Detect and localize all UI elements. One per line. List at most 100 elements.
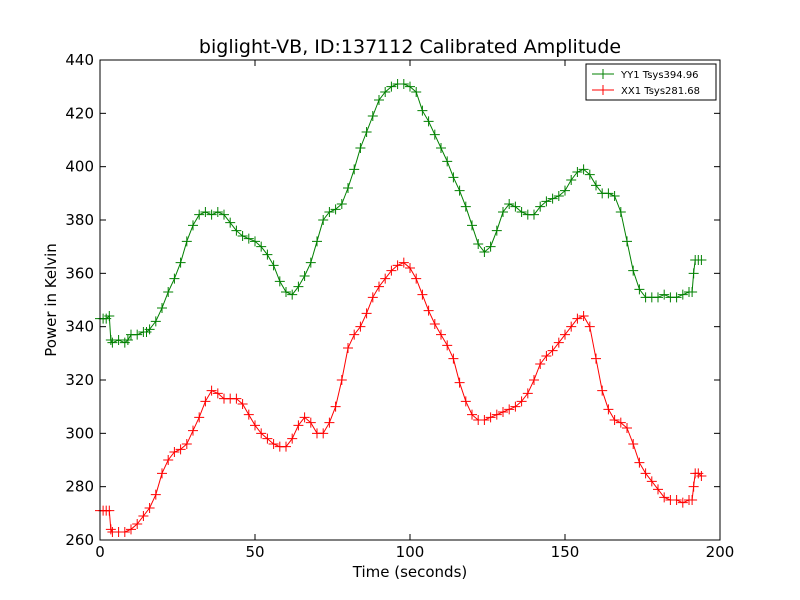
data-point (454, 185, 465, 196)
data-point (231, 393, 242, 404)
data-point (584, 321, 595, 332)
data-point (293, 420, 304, 431)
data-point (194, 412, 205, 423)
data-point (212, 388, 223, 399)
data-point (287, 433, 298, 444)
data-point (268, 260, 279, 271)
data-point (343, 343, 353, 353)
data-point (243, 409, 254, 420)
data-point (460, 396, 471, 407)
data-point (219, 209, 229, 220)
data-point (603, 188, 614, 199)
data-point (615, 207, 626, 217)
data-point (138, 511, 149, 521)
data-point (423, 116, 434, 127)
data-point (169, 273, 180, 284)
data-point (671, 292, 682, 303)
data-point (491, 409, 502, 420)
data-point (237, 399, 248, 409)
data-point (659, 289, 670, 300)
data-point (516, 207, 527, 217)
data-point (479, 247, 490, 257)
data-point (343, 183, 353, 193)
data-point (653, 292, 663, 303)
data-point (510, 201, 521, 212)
data-point (367, 111, 378, 121)
data-point (628, 265, 639, 276)
data-point (293, 281, 304, 292)
data-point (677, 289, 688, 300)
data-point (491, 225, 502, 236)
y-tick-label: 320 (65, 371, 94, 389)
data-point (498, 407, 508, 417)
data-point (380, 87, 391, 97)
data-point (405, 81, 415, 92)
data-point (467, 220, 477, 231)
data-point (417, 105, 428, 116)
data-point (516, 396, 527, 407)
y-tick-label: 380 (65, 211, 94, 229)
data-point (429, 129, 440, 140)
data-point (597, 385, 608, 396)
data-point (671, 495, 682, 505)
series-1 (95, 257, 707, 537)
data-point (237, 231, 248, 241)
data-point (687, 287, 698, 297)
data-point (256, 428, 267, 439)
data-point (442, 340, 453, 351)
data-point (305, 257, 316, 268)
data-point (281, 287, 291, 297)
ticks-layer: 0 50 100 150 200 260 280 300 320 340 360 380 400 420 4… (65, 51, 734, 561)
x-tick-label: 50 (245, 543, 264, 561)
series-line (100, 262, 702, 533)
data-point (448, 353, 459, 364)
y-axis-label: Power in Kelvin (42, 243, 60, 357)
data-point (529, 209, 539, 220)
data-point (541, 196, 552, 207)
data-point (318, 428, 329, 439)
data-point (188, 220, 198, 231)
data-point (622, 236, 632, 247)
data-point (473, 239, 484, 249)
y-tick-label: 360 (65, 264, 94, 282)
data-point (150, 489, 161, 500)
data-point (175, 444, 186, 455)
data-point (677, 497, 688, 508)
data-point (374, 281, 384, 292)
data-point (603, 404, 614, 415)
data-point (104, 311, 115, 321)
data-point (566, 175, 577, 185)
data-point (262, 249, 273, 260)
data-point (436, 143, 446, 153)
data-point (653, 484, 663, 495)
data-point (144, 503, 155, 513)
data-point (200, 396, 211, 407)
data-point (113, 335, 124, 345)
y-tick-label: 420 (65, 104, 94, 122)
data-point (405, 263, 415, 273)
data-point (250, 420, 260, 431)
data-point (560, 329, 570, 340)
data-point (312, 236, 322, 247)
data-point (572, 313, 583, 324)
data-point (287, 289, 298, 300)
series-layer (95, 79, 707, 537)
data-point (417, 289, 428, 300)
data-point (392, 260, 403, 271)
legend-label: XX1 Tsys281.68 (621, 86, 700, 97)
data-point (157, 468, 167, 479)
data-point (281, 441, 291, 452)
data-point (628, 439, 639, 449)
data-point (547, 193, 558, 204)
data-point (355, 143, 366, 153)
data-point (380, 273, 391, 284)
data-point (132, 329, 143, 340)
data-point (206, 385, 217, 396)
data-point (355, 321, 366, 332)
data-point (696, 471, 707, 481)
data-point (144, 324, 155, 335)
data-point (169, 447, 180, 457)
data-point (157, 303, 167, 313)
data-point (107, 337, 118, 348)
